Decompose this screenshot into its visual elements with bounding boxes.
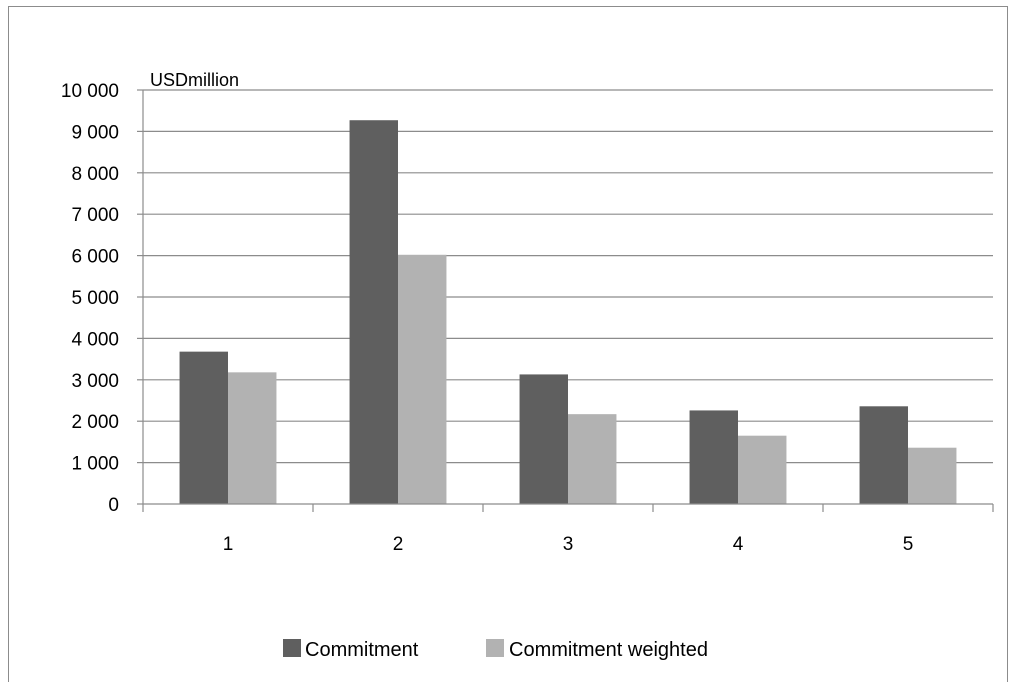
x-tick-label: 4	[733, 534, 744, 555]
bar-commitment-weighted-5	[908, 447, 957, 504]
bars	[179, 120, 957, 505]
y-tick-label: 7 000	[71, 205, 119, 226]
axes	[142, 90, 994, 512]
bar-commitment-2	[349, 120, 398, 505]
y-tick-label: 6 000	[71, 247, 119, 268]
bar-commitment-weighted-4	[738, 435, 787, 504]
x-tick-label: 1	[223, 534, 234, 555]
bar-commitment-5	[859, 406, 908, 504]
bar-commitment-weighted-2	[398, 254, 447, 504]
y-tick-label: 2 000	[71, 412, 119, 433]
y-tick-label: 9 000	[71, 122, 119, 143]
unit-label: USDmillion	[150, 70, 239, 90]
legend-swatch-commitment-weighted	[486, 639, 504, 657]
y-tick-label: 4 000	[71, 329, 119, 350]
y-tick-label: 10 000	[61, 81, 119, 102]
x-tick-label: 3	[563, 534, 574, 555]
y-tick-label: 0	[108, 495, 119, 516]
legend-label-commitment-weighted: Commitment weighted	[509, 639, 708, 661]
bar-commitment-weighted-1	[228, 372, 277, 504]
legend-swatch-commitment	[283, 639, 301, 657]
x-tick-label: 2	[393, 534, 404, 555]
bar-commitment-4	[689, 410, 738, 504]
x-tick-labels: 1 2 3 4 5	[223, 534, 914, 555]
legend: Commitment Commitment weighted	[283, 639, 708, 661]
x-tick-label: 5	[903, 534, 914, 555]
y-tick-label: 1 000	[71, 454, 119, 475]
bar-commitment-weighted-3	[568, 414, 617, 504]
bar-commitment-3	[519, 374, 568, 504]
y-tick-label: 5 000	[71, 288, 119, 309]
y-tick-labels: 0 1 000 2 000 3 000 4 000 5 000 6 000 7 000 8 00…	[61, 81, 119, 516]
y-tick-label: 8 000	[71, 164, 119, 185]
y-tick-label: 3 000	[71, 371, 119, 392]
legend-label-commitment: Commitment	[305, 639, 419, 661]
bar-commitment-1	[179, 351, 228, 504]
chart-frame	[8, 6, 1008, 682]
